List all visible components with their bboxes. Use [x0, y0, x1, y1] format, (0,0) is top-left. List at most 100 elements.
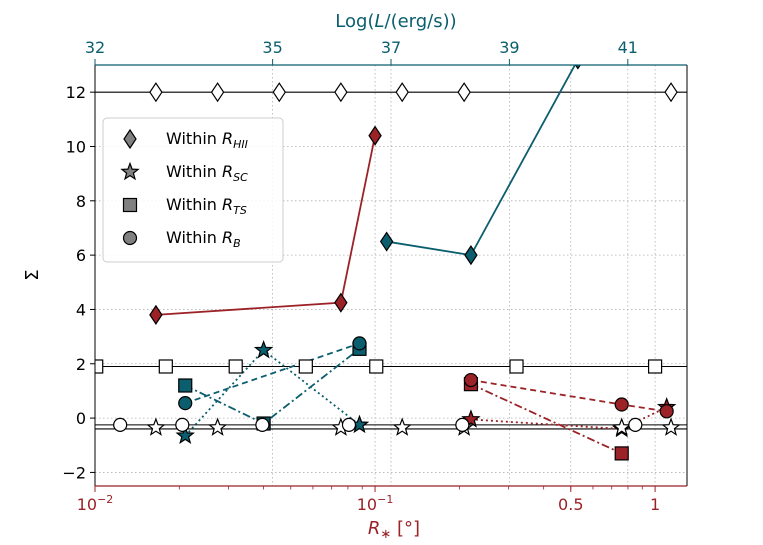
legend-marker-diamond — [123, 128, 137, 150]
legend-marker-star — [120, 161, 140, 181]
open-marker-circle — [255, 417, 270, 432]
x-tick-label: 1 — [650, 495, 660, 514]
y-tick-label: −2 — [62, 463, 86, 482]
y-axis: −2 0 2 4 6 8 10 12 — [62, 83, 95, 482]
top-tick-label: 39 — [499, 38, 519, 57]
legend: Within RHII Within RSC Within RTS Within… — [102, 117, 284, 263]
data-point-square — [178, 378, 193, 393]
data-point-circle — [352, 336, 367, 351]
x-axis-title-sub: ∗ — [380, 527, 391, 542]
open-marker-star — [612, 417, 632, 436]
legend-label-text: Within — [166, 129, 222, 148]
x-axis-top: 32 35 37 39 41 — [85, 38, 638, 65]
x-axis-title-unit: [°] — [391, 518, 420, 539]
legend-label-var: R — [222, 228, 233, 247]
legend-label-text: Within — [166, 195, 222, 214]
x-tick-label: 10−1 — [357, 493, 394, 514]
data-point-diamond — [574, 65, 581, 70]
open-marker-star — [146, 417, 166, 436]
data-point-circle — [463, 372, 479, 388]
legend-label-text: Within — [166, 228, 222, 247]
data-point-star — [175, 425, 195, 445]
legend-box — [102, 117, 284, 263]
data-point-star — [253, 339, 274, 359]
x-tick-label: 10−2 — [77, 493, 114, 514]
top-tick-label: 37 — [381, 38, 401, 57]
x-axis-title-var: R — [368, 518, 381, 539]
data-point-star — [461, 409, 481, 428]
x-tick-base: 10 — [357, 495, 377, 514]
legend-label-text: Within — [166, 162, 222, 181]
top-tick-label: 41 — [618, 38, 638, 57]
y-tick-label: 6 — [76, 246, 86, 265]
legend-label-ts: Within RTS — [166, 195, 247, 217]
x-tick-exponent: −2 — [97, 493, 113, 506]
data-point-diamond — [334, 292, 348, 313]
legend-label-sub: B — [233, 237, 241, 250]
series-red-hii — [149, 125, 382, 325]
series-line — [470, 383, 623, 455]
open-marker-square — [158, 359, 173, 374]
open-marker-circle — [341, 417, 357, 432]
open-marker-star — [392, 417, 412, 436]
top-axis-title-part: Log( — [335, 11, 374, 32]
open-marker-square — [95, 359, 104, 374]
open-marker-square — [228, 359, 243, 374]
legend-label-var: R — [222, 162, 233, 181]
open-marker-star — [661, 417, 681, 436]
x-tick-exponent: −1 — [377, 493, 393, 506]
y-tick-label: 4 — [76, 300, 86, 319]
data-point-diamond — [379, 231, 394, 252]
legend-label-sc: Within RSC — [166, 162, 248, 184]
legend-label-var: R — [222, 129, 233, 148]
open-marker-circle — [455, 417, 470, 432]
data-point-circle — [178, 396, 193, 411]
x-tick-base: 10 — [77, 495, 97, 514]
y-tick-label: 12 — [66, 83, 86, 102]
data-point-square — [614, 446, 629, 461]
open-marker-diamond — [664, 82, 678, 103]
reference-lines — [95, 91, 687, 430]
open-marker-square — [647, 359, 663, 374]
open-marker-diamond — [395, 82, 409, 103]
open-marker-diamond — [334, 82, 348, 103]
open-marker-circle — [175, 417, 190, 432]
legend-label-var: R — [222, 195, 233, 214]
data-point-diamond — [368, 125, 382, 146]
data-point-diamond — [149, 304, 163, 325]
open-marker-square — [298, 359, 313, 374]
y-tick-label: 2 — [76, 355, 86, 374]
open-marker-square — [509, 359, 524, 374]
legend-label-sub: HII — [233, 138, 248, 151]
legend-label-sub: TS — [233, 204, 247, 217]
data-point-circle — [659, 404, 674, 419]
open-markers-layer — [95, 82, 681, 436]
open-marker-square — [369, 359, 384, 374]
y-tick-label: 0 — [76, 409, 86, 428]
series-teal-b — [178, 336, 367, 411]
open-marker-diamond — [272, 82, 286, 103]
open-marker-diamond — [210, 82, 225, 103]
top-axis-title-part: /(erg/s)) — [385, 11, 457, 32]
grid — [94, 65, 687, 486]
series-red-b — [463, 372, 674, 419]
open-marker-circle — [628, 417, 643, 432]
top-axis-title-var: L — [374, 11, 384, 32]
top-tick-label: 35 — [262, 38, 282, 57]
legend-label-hii: Within RHII — [166, 129, 248, 151]
series-line — [184, 342, 360, 405]
open-marker-star — [207, 417, 228, 436]
y-axis-title: Σ — [22, 269, 43, 280]
y-tick-label: 10 — [66, 137, 86, 156]
series-teal-hii — [379, 65, 581, 266]
open-marker-diamond — [149, 82, 163, 103]
legend-label-b: Within RB — [166, 228, 241, 250]
top-axis-title: Log(L/(erg/s)) — [335, 11, 456, 32]
data-point-circle — [614, 397, 629, 412]
x-tick-label: 0.5 — [558, 495, 583, 514]
data-point-diamond — [464, 245, 478, 266]
top-tick-label: 32 — [85, 38, 105, 57]
legend-marker-square — [122, 197, 138, 213]
legend-label-sub: SC — [233, 171, 248, 184]
x-axis-title: R∗ [°] — [368, 518, 420, 542]
